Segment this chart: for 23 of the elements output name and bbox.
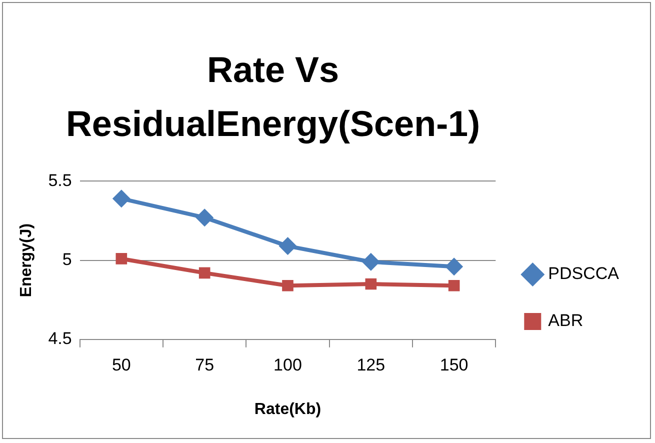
y-tick-label: 5.5 <box>48 170 72 190</box>
y-tick-label: 5 <box>62 250 72 269</box>
x-axis-title: Rate(Kb) <box>254 400 322 418</box>
point <box>196 208 214 227</box>
x-tick-label: 50 <box>112 355 131 374</box>
x-tick-label: 150 <box>440 355 468 374</box>
x-tick-label: 125 <box>356 355 386 374</box>
x-tick-label: 75 <box>195 355 214 374</box>
point <box>278 237 297 256</box>
point <box>116 253 128 264</box>
legend-label: ABR <box>548 311 584 330</box>
point <box>362 252 380 271</box>
legend-label: PDSCCA <box>548 264 620 284</box>
x-tick-label: 100 <box>274 355 302 374</box>
point <box>365 278 377 290</box>
point <box>112 190 130 208</box>
y-tick-label: 4.5 <box>48 329 72 348</box>
point <box>448 280 460 292</box>
point <box>445 258 464 276</box>
chart-title: Rate Vs ResidualEnergy(Scen-1) <box>64 48 482 146</box>
point <box>198 267 210 279</box>
point <box>282 280 294 292</box>
y-axis-title: Energy(J) <box>18 223 36 298</box>
